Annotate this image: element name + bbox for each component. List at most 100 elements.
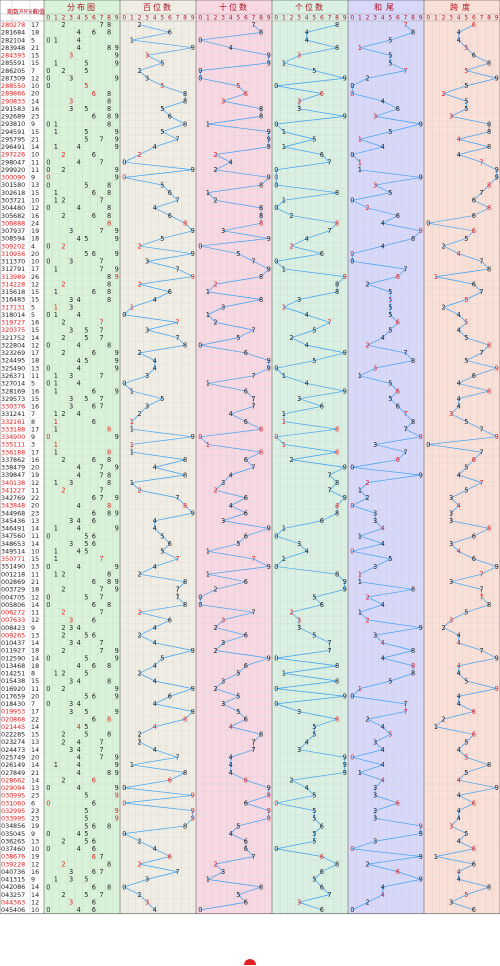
open-number-cell: 479 xyxy=(13,464,25,472)
mark-个位数: 8 xyxy=(335,219,339,227)
distribution-mark: 9 xyxy=(115,75,119,83)
period-cell: 306 xyxy=(1,219,13,227)
distribution-mark: 7 xyxy=(99,639,103,647)
distribution-mark: 6 xyxy=(92,799,96,807)
chart-border xyxy=(0,0,500,915)
mark-个位数: 1 xyxy=(282,418,286,426)
sum-cell: 12 xyxy=(31,616,39,624)
sum-cell: 23 xyxy=(31,509,39,517)
distribution-mark: 4 xyxy=(77,158,81,166)
sum-cell: 17 xyxy=(31,21,39,29)
mark-跨度: 4 xyxy=(457,876,461,884)
period-cell: 011 xyxy=(1,647,13,655)
mark-和尾: 3 xyxy=(373,509,377,517)
mark-跨度: 3 xyxy=(449,410,453,418)
mark-和尾: 7 xyxy=(403,265,407,273)
mark-跨度: 5 xyxy=(464,487,468,495)
mark-个位数: 4 xyxy=(305,548,309,556)
period-cell: 342 xyxy=(1,494,13,502)
mark-和尾: 5 xyxy=(388,59,392,67)
mark-十位数: 6 xyxy=(244,509,248,517)
zone-title-sum-tail: 和尾 xyxy=(374,3,398,12)
mark-和尾: 3 xyxy=(373,563,377,571)
mark-和尾: 4 xyxy=(381,219,385,227)
digit-marks: 2 7 8 2 7 8 7 64 6 8 6 8 4 8 40 1 4 1 0 4 5 44 8 9 9 4 8 1 53 9 3 9 3 5 61… xyxy=(46,21,499,914)
digit-header-label: 2 xyxy=(62,15,66,22)
mark-十位数: 1 xyxy=(206,311,210,319)
mark-十位数: 7 xyxy=(251,21,255,29)
mark-个位数: 2 xyxy=(289,212,293,220)
mark-跨度: 5 xyxy=(464,97,468,105)
distribution-mark: 1 xyxy=(54,570,58,578)
mark-百位数: 7 xyxy=(175,593,179,601)
mark-百位数: 1 xyxy=(130,448,134,456)
period-cell: 348 xyxy=(1,540,13,548)
sum-cell: 11 xyxy=(31,532,39,540)
period-cell: 033 xyxy=(1,815,13,823)
mark-和尾: 4 xyxy=(381,601,385,609)
distribution-mark: 4 xyxy=(77,342,81,350)
mark-和尾: 3 xyxy=(373,632,377,640)
open-number-cell: 468 xyxy=(13,662,25,670)
mark-个位数: 8 xyxy=(335,509,339,517)
mark-跨度: 6 xyxy=(472,860,476,868)
mark-个位数: 3 xyxy=(297,296,301,304)
distribution-mark: 3 xyxy=(69,899,73,907)
distribution-mark: 3 xyxy=(69,876,73,884)
distribution-mark: 2 xyxy=(61,242,65,250)
distribution-mark: 7 xyxy=(99,136,103,144)
zone-title-span: 跨度 xyxy=(450,2,474,12)
distribution-mark: 1 xyxy=(54,387,58,395)
distribution-mark: 7 xyxy=(99,593,103,601)
period-cell: 313 xyxy=(1,273,13,281)
mark-十位数: 9 xyxy=(267,174,271,182)
period-cell: 326 xyxy=(1,372,13,380)
distribution-mark: 4 xyxy=(77,830,81,838)
distribution-mark: 4 xyxy=(77,36,81,44)
mark-跨度: 3 xyxy=(449,494,453,502)
open-number-cell: 060 xyxy=(13,799,25,807)
mark-和尾: 3 xyxy=(373,181,377,189)
open-number-cell: 953 xyxy=(13,708,25,716)
mark-十位数: 2 xyxy=(213,197,217,205)
open-number-cell: 430 xyxy=(13,700,25,708)
mark-跨度: 6 xyxy=(472,906,476,914)
mark-和尾: 2 xyxy=(365,593,369,601)
mark-百位数: 0 xyxy=(122,174,126,182)
mark-和尾: 9 xyxy=(419,471,423,479)
mark-个位数: 0 xyxy=(274,204,278,212)
mark-百位数: 2 xyxy=(137,891,141,899)
mark-跨度: 4 xyxy=(457,868,461,876)
mark-跨度: 6 xyxy=(472,456,476,464)
sum-cell: 22 xyxy=(31,494,39,502)
mark-个位数: 5 xyxy=(312,838,316,846)
period-cell: 015 xyxy=(1,677,13,685)
mark-百位数: 4 xyxy=(153,624,157,632)
mark-个位数: 5 xyxy=(312,792,316,800)
mark-十位数: 7 xyxy=(251,464,255,472)
mark-和尾: 7 xyxy=(403,21,407,29)
mark-十位数: 8 xyxy=(259,273,263,281)
mark-和尾: 6 xyxy=(396,456,400,464)
distribution-mark: 5 xyxy=(84,830,88,838)
distribution-mark: 0 xyxy=(46,883,50,891)
trend-line-跨度 xyxy=(428,24,498,911)
mark-和尾: 5 xyxy=(388,288,392,296)
mark-和尾: 4 xyxy=(381,776,385,784)
distribution-mark: 9 xyxy=(115,792,119,800)
distribution-mark: 7 xyxy=(99,746,103,754)
mark-百位数: 7 xyxy=(175,754,179,762)
distribution-mark: 8 xyxy=(107,509,111,517)
period-cell: 026 xyxy=(1,761,13,769)
distribution-mark: 6 xyxy=(92,632,96,640)
mark-跨度: 8 xyxy=(487,143,491,151)
open-number-cell: 490 xyxy=(13,563,25,571)
mark-跨度: 9 xyxy=(495,433,499,441)
open-number-cell: 437 xyxy=(13,639,25,647)
mark-十位数: 0 xyxy=(198,242,202,250)
sum-cell: 16 xyxy=(31,456,39,464)
mark-百位数: 5 xyxy=(160,181,164,189)
mark-跨度: 4 xyxy=(457,632,461,640)
open-number-cell: 937 xyxy=(13,227,25,235)
period-cell: 036 xyxy=(1,837,13,845)
